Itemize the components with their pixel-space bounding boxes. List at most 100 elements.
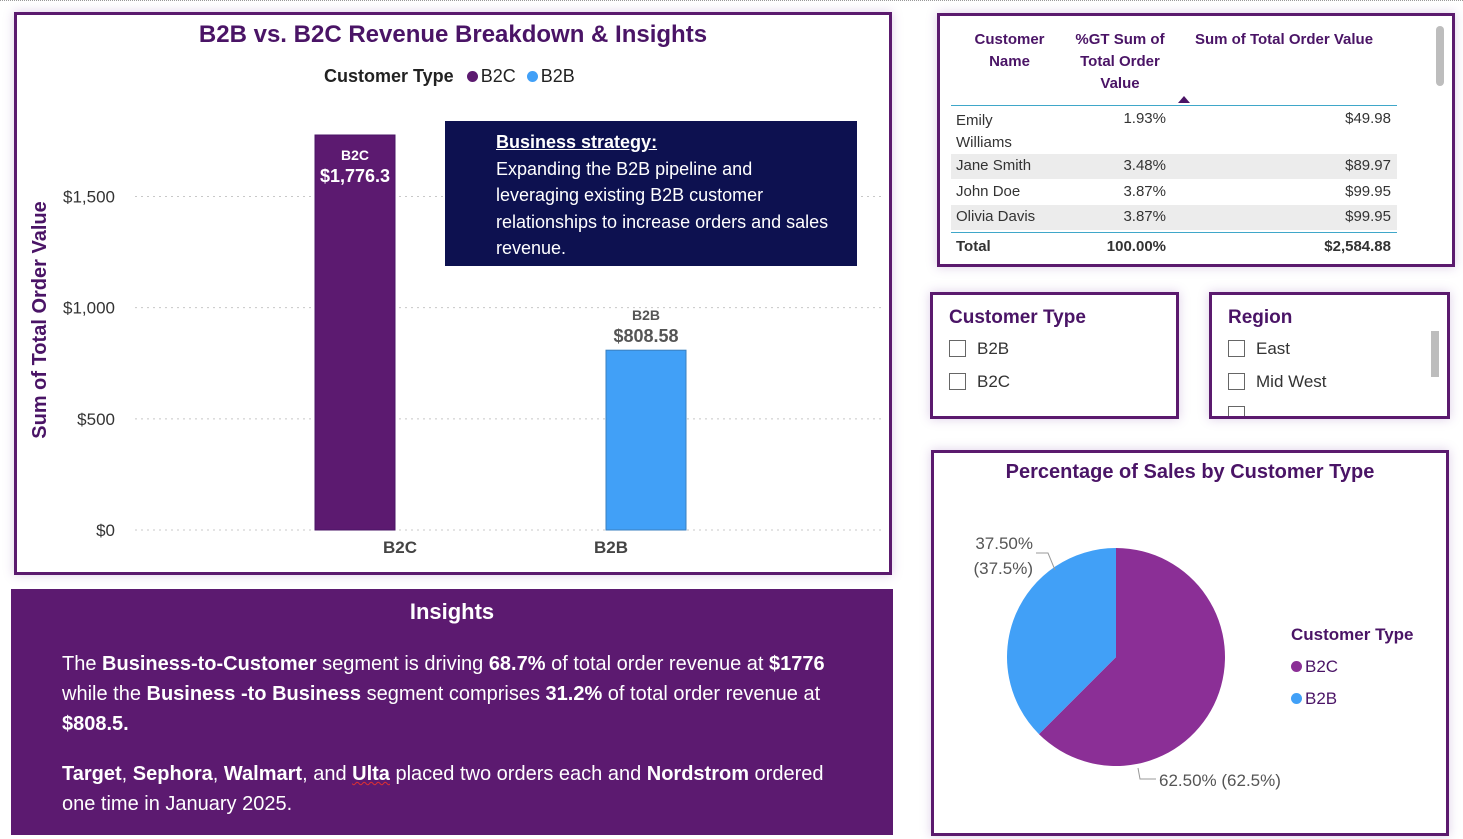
cell-total-label: Total: [956, 238, 991, 255]
legend-b2c-label: B2C: [480, 66, 516, 86]
x-tick-label: B2B: [594, 538, 628, 557]
checkbox-icon[interactable]: [949, 373, 966, 390]
checkbox-icon[interactable]: [1228, 373, 1245, 390]
insights-paragraph-2: Target, Sephora, Walmart, and Ulta place…: [62, 759, 862, 819]
customer-type-slicer[interactable]: Customer Type B2B B2C: [930, 292, 1179, 419]
table-row[interactable]: Olivia Davis 3.87% $99.95: [951, 205, 1397, 230]
bold-span: Business-to-Customer: [102, 653, 317, 675]
pie-slice-b2c[interactable]: [1038, 548, 1225, 766]
bar-data-label: $1,776.3: [320, 166, 390, 186]
pie-label-b2b-line1: 37.50%: [975, 534, 1033, 553]
table-scrollbar[interactable]: [1436, 26, 1444, 86]
pie-legend-b2b: B2B: [1291, 683, 1414, 715]
sort-descending-icon[interactable]: [1178, 96, 1190, 104]
customer-table-panel[interactable]: Customer Name %GT Sum of Total Order Val…: [937, 13, 1455, 267]
pie-chart-legend: Customer Type B2C B2B: [1291, 619, 1414, 715]
header-divider: [951, 105, 1397, 106]
text-span: while the: [62, 683, 147, 705]
sales-pie-chart-panel[interactable]: Percentage of Sales by Customer Type 37.…: [931, 450, 1449, 836]
option-label: East: [1256, 339, 1291, 358]
option-label: B2C: [977, 372, 1011, 391]
y-tick-label: $0: [96, 521, 115, 540]
table-row[interactable]: Emily Williams 1.93% $49.98: [951, 108, 1397, 153]
checkbox-icon[interactable]: [1228, 340, 1245, 357]
pie-label-b2b: 37.50% (37.5%): [971, 531, 1033, 581]
cell-pct: 3.87%: [1123, 183, 1166, 200]
cell-customer-name: Olivia Davis: [956, 208, 1036, 225]
cell-total-value: $2,584.88: [1324, 238, 1391, 255]
insights-paragraph-1: The Business-to-Customer segment is driv…: [62, 649, 862, 739]
bold-span: $808.5.: [62, 713, 129, 735]
checkbox-icon[interactable]: [949, 340, 966, 357]
slicer-option-east[interactable]: East: [1228, 339, 1290, 359]
revenue-bar-chart-panel[interactable]: B2B vs. B2C Revenue Breakdown & Insights…: [14, 12, 892, 575]
region-slicer[interactable]: Region East Mid West: [1209, 292, 1450, 419]
bar-data-label: $808.58: [613, 326, 678, 346]
bar-chart-svg: $0 $500 $1,000 $1,500 Sum of Total Order Val…: [29, 134, 883, 557]
bold-span: $1776: [769, 653, 825, 675]
legend-b2b-dot-icon: [526, 71, 538, 82]
cell-value: $49.98: [1345, 110, 1391, 127]
legend-label: B2B: [1305, 689, 1338, 708]
cell-total-pct: 100.00%: [1106, 238, 1166, 255]
bar-series-label: B2C: [341, 147, 369, 163]
pie-leader-b2b: [1036, 552, 1056, 571]
cell-value: $89.97: [1345, 157, 1391, 174]
bar-b2b[interactable]: [605, 349, 687, 531]
slicer-option-partial[interactable]: [1228, 405, 1256, 416]
legend-dot-icon: [1291, 693, 1302, 704]
checkbox-icon[interactable]: [1228, 406, 1245, 416]
text-span: of total order revenue at: [602, 683, 821, 705]
column-header-customer-name[interactable]: Customer Name: [974, 31, 1045, 70]
y-tick-label: $500: [77, 410, 115, 429]
legend-label: B2C: [1305, 657, 1339, 676]
option-label: B2B: [977, 339, 1010, 358]
slicer-option-b2b[interactable]: B2B: [949, 339, 1009, 359]
slicer-option-mid-west[interactable]: Mid West: [1228, 372, 1327, 392]
pie-legend-title: Customer Type: [1291, 625, 1414, 644]
text-span: ,: [121, 763, 133, 785]
cell-customer-name: Emily Williams: [956, 112, 1012, 151]
slicer-option-b2c[interactable]: B2C: [949, 372, 1010, 392]
pie-chart-svg: [1007, 548, 1225, 780]
table-total-row: Total 100.00% $2,584.88: [951, 234, 1397, 259]
text-span: The: [62, 653, 103, 675]
cell-customer-name: John Doe: [956, 183, 1021, 200]
bar-series-label: B2B: [632, 307, 660, 323]
strategy-heading: Business strategy:: [496, 132, 658, 152]
insights-panel: Insights The Business-to-Customer segmen…: [11, 589, 893, 835]
bar-b2c[interactable]: [314, 134, 396, 531]
legend-b2c-dot-icon: [466, 71, 478, 82]
bold-span: 68.7%: [488, 653, 546, 675]
x-tick-label: B2C: [383, 538, 417, 557]
column-header-sum-total[interactable]: Sum of Total Order Value: [1194, 31, 1374, 48]
cell-pct: 3.87%: [1123, 208, 1166, 225]
total-divider: [951, 232, 1397, 233]
top-border: [0, 0, 1463, 2]
bar-chart-title: B2B vs. B2C Revenue Breakdown & Insights: [198, 21, 708, 48]
column-header-pct-total[interactable]: %GT Sum of Total Order Value: [1075, 31, 1165, 92]
bold-span: Walmart: [223, 763, 303, 785]
cell-customer-name: Jane Smith: [956, 157, 1032, 174]
pie-legend-b2c: B2C: [1291, 651, 1414, 683]
text-span: , and: [302, 763, 353, 785]
y-tick-label: $1,000: [63, 299, 115, 318]
pie-chart-title: Percentage of Sales by Customer Type: [1005, 461, 1375, 483]
pie-label-b2c: 62.50% (62.5%): [1159, 771, 1281, 790]
table-row[interactable]: John Doe 3.87% $99.95: [951, 180, 1397, 205]
slicer-scrollbar[interactable]: [1431, 331, 1439, 377]
cell-value: $99.95: [1345, 183, 1391, 200]
option-label: Mid West: [1256, 372, 1327, 391]
bold-span: Ulta: [352, 763, 390, 785]
y-axis-label: Sum of Total Order Value: [29, 201, 51, 438]
y-tick-label: $1,500: [63, 187, 115, 206]
business-strategy-box: Business strategy: Expanding the B2B pip…: [445, 121, 857, 266]
bold-span: Sephora: [132, 763, 213, 785]
bold-span: Nordstrom: [646, 763, 749, 785]
table-row[interactable]: Jane Smith 3.48% $89.97: [951, 154, 1397, 179]
pie-slice-b2b[interactable]: [1007, 548, 1116, 735]
text-span: of total order revenue at: [545, 653, 769, 675]
legend-b2b-label: B2B: [540, 66, 575, 86]
text-span: ordered one time in January 2025.: [62, 763, 824, 815]
strategy-text: Expanding the B2B pipeline and leveragin…: [496, 158, 829, 259]
